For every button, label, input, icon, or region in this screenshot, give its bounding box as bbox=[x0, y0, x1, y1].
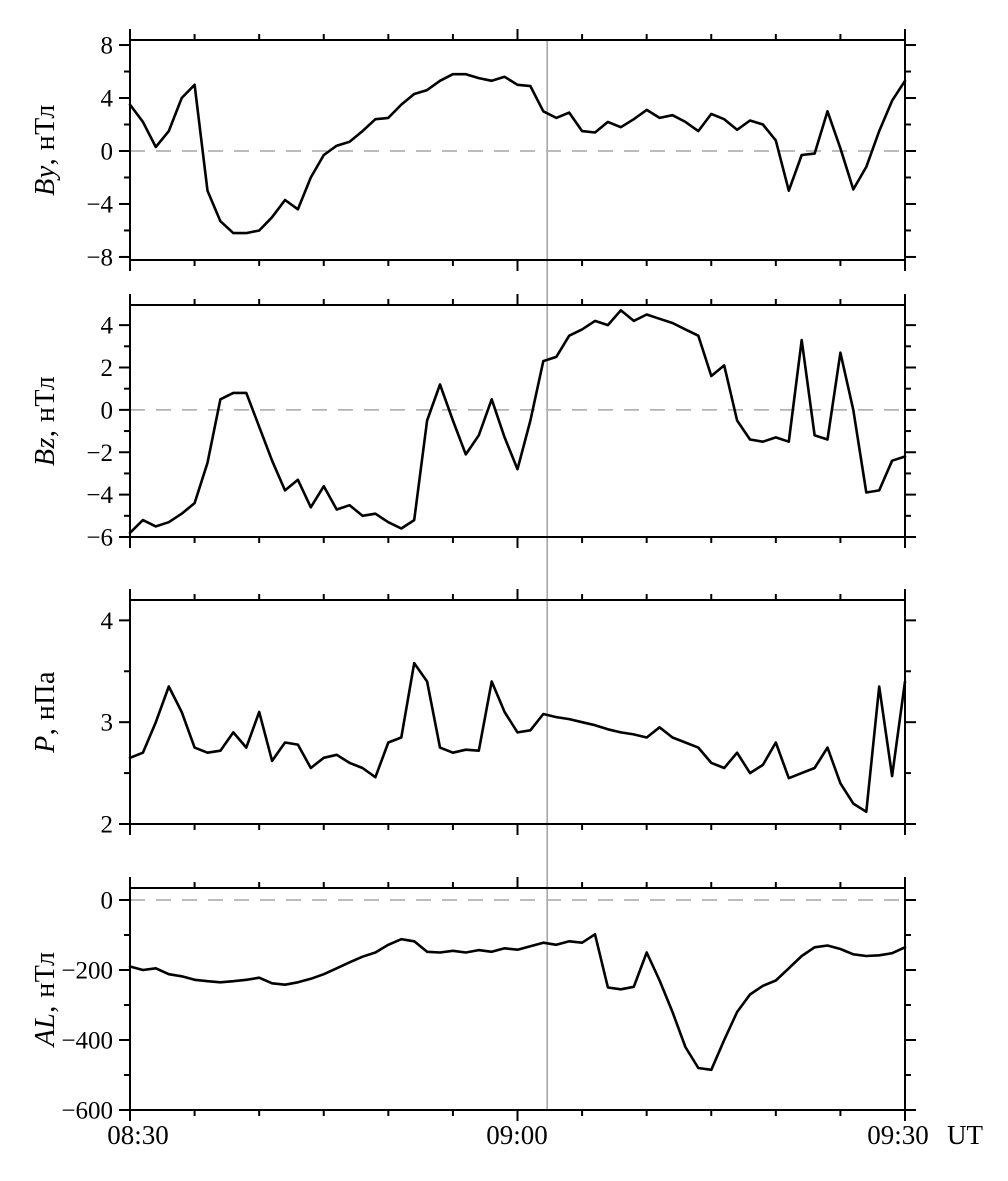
y-axis-label-bz-unit: , нТл bbox=[30, 375, 61, 438]
panel-frame-al bbox=[129, 887, 906, 1111]
y-tick-label-p: 3 bbox=[101, 710, 114, 737]
y-tick-label-bz: 4 bbox=[101, 313, 114, 340]
x-tick-label-0900: 09:00 bbox=[486, 1120, 548, 1150]
y-tick-label-bz: −4 bbox=[86, 482, 113, 509]
y-axis-label-al-var: AL bbox=[30, 1012, 61, 1047]
x-tick-label-0930: 09:30 bbox=[867, 1120, 929, 1150]
y-tick-label-al: 0 bbox=[101, 888, 114, 915]
panel-frame-by bbox=[129, 39, 906, 261]
y-axis-label-al: AL, нТл bbox=[30, 952, 62, 1047]
panel-p: 2 3 4 bbox=[101, 589, 916, 839]
y-tick-label-al: −400 bbox=[61, 1028, 113, 1055]
y-tick-label-bz: −2 bbox=[86, 440, 113, 467]
y-axis-label-by-var: By bbox=[30, 165, 61, 196]
y-axis-label-bz-var: Bz bbox=[30, 437, 61, 467]
y-axis-label-p-unit: , нПа bbox=[30, 671, 61, 736]
y-tick-label-by: −8 bbox=[86, 244, 113, 271]
y-tick-label-al: −600 bbox=[61, 1098, 113, 1125]
y-axis-label-p-var: P bbox=[30, 735, 61, 753]
x-tick-label-0830: 08:30 bbox=[107, 1120, 169, 1150]
y-tick-label-p: 2 bbox=[101, 812, 114, 839]
y-tick-label-al: −200 bbox=[61, 958, 113, 985]
y-axis-label-by: By, нТл bbox=[30, 104, 62, 196]
y-tick-label-by: 4 bbox=[101, 86, 114, 113]
y-axis-label-bz: Bz, нТл bbox=[30, 376, 62, 466]
y-tick-label-by: −4 bbox=[86, 191, 113, 218]
panel-frame-p bbox=[129, 599, 906, 825]
y-tick-label-p: 4 bbox=[101, 608, 114, 635]
y-tick-label-by: 0 bbox=[101, 138, 114, 165]
x-axis-unit-label: UT bbox=[947, 1120, 983, 1150]
y-axis-label-al-unit: , нТл bbox=[30, 951, 61, 1013]
y-tick-label-bz: −6 bbox=[86, 525, 113, 552]
series-by bbox=[128, 72, 907, 235]
y-axis-label-p: P, нПа bbox=[30, 671, 62, 753]
panel-by: −8 −4 0 4 8 bbox=[86, 29, 916, 271]
y-tick-label-bz: 2 bbox=[101, 355, 114, 382]
series-p bbox=[128, 661, 907, 814]
series-bz bbox=[128, 308, 907, 535]
y-tick-label-bz: 0 bbox=[101, 397, 114, 424]
y-tick-label-by: 8 bbox=[101, 33, 114, 60]
series-al bbox=[128, 932, 907, 1072]
panel-frame-bz bbox=[129, 304, 906, 538]
panel-bz: −6 −4 −2 0 2 4 bbox=[86, 294, 916, 552]
y-axis-label-by-unit: , нТл bbox=[30, 104, 61, 166]
panel-al: 0 −200 −400 −600 bbox=[61, 877, 916, 1125]
